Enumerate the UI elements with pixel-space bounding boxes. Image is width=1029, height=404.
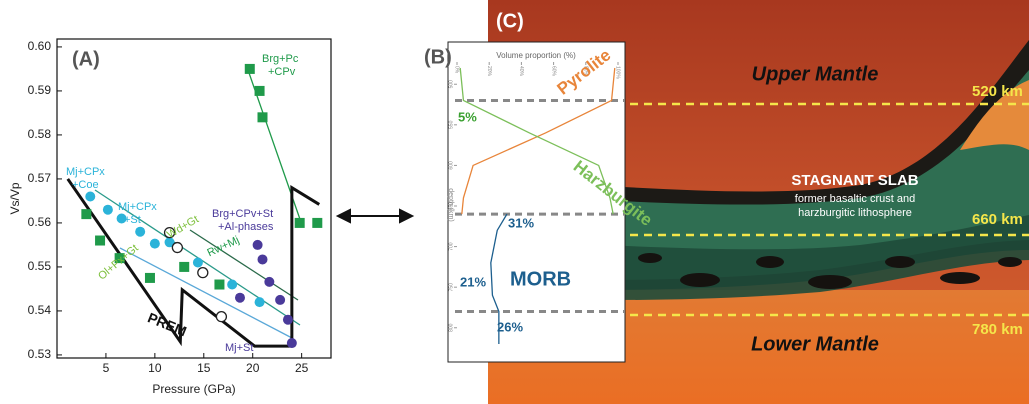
y-tick-label: 0.55 <box>28 259 52 273</box>
blob <box>998 257 1022 267</box>
slab-subtitle: harzburgitic lithosphere <box>798 207 912 219</box>
prop-tick-label: 0% <box>454 66 460 74</box>
depth-tick-label: 600 <box>448 161 454 170</box>
annotation: Brg+CPv+St <box>212 208 273 220</box>
axis-label: Volume proportion (%) <box>496 51 576 60</box>
point <box>135 227 145 237</box>
blob <box>756 256 784 268</box>
y-tick-label: 0.54 <box>28 303 52 317</box>
y-axis-label: Vs/Vp <box>8 182 22 214</box>
prop-tick-label: 100% <box>615 66 621 79</box>
annotation: 21% <box>460 274 486 289</box>
series-label: MORB <box>510 268 571 290</box>
blob <box>885 256 915 268</box>
boundary-label: 520 km <box>972 83 1023 100</box>
depth-tick-label: 550 <box>448 120 454 129</box>
arrow-head <box>338 210 350 222</box>
x-tick-label: 15 <box>197 361 211 375</box>
point <box>198 268 208 278</box>
point <box>255 86 265 96</box>
y-tick-label: 0.57 <box>28 171 52 185</box>
annotation: +Al-phases <box>218 221 274 233</box>
annotation: 31% <box>508 215 534 230</box>
point <box>85 192 95 202</box>
point <box>179 262 189 272</box>
point <box>216 312 226 322</box>
point <box>235 293 245 303</box>
annotation: Mj+CPx <box>66 166 105 178</box>
x-tick-label: 20 <box>246 361 260 375</box>
point <box>214 280 224 290</box>
point <box>295 218 305 228</box>
point <box>287 338 297 348</box>
x-axis-label: Pressure (GPa) <box>152 382 235 396</box>
point <box>312 218 322 228</box>
panel-title: (A) <box>72 48 100 70</box>
double-arrow <box>338 210 412 222</box>
point <box>275 295 285 305</box>
blob <box>638 253 662 263</box>
annotation: 5% <box>458 109 477 124</box>
point <box>103 205 113 215</box>
annotation: 26% <box>497 319 523 334</box>
point <box>193 258 203 268</box>
region-label: Upper Mantle <box>752 63 879 85</box>
region-label: Lower Mantle <box>751 333 879 355</box>
blob <box>680 273 720 287</box>
y-tick-label: 0.58 <box>28 127 52 141</box>
panel-c-title: (C) <box>496 10 524 32</box>
point <box>150 239 160 249</box>
point <box>253 240 263 250</box>
annotation: +St <box>124 214 141 226</box>
y-tick-label: 0.59 <box>28 83 52 97</box>
prop-tick-label: 20% <box>486 66 492 77</box>
annotation: Brg+Pc <box>262 53 299 65</box>
point <box>81 209 91 219</box>
x-tick-label: 5 <box>103 361 110 375</box>
y-tick-label: 0.60 <box>28 39 52 53</box>
point <box>145 273 155 283</box>
annotation: Wd+Gt <box>165 213 201 241</box>
annotation: Rw+Mj <box>205 234 241 259</box>
boundary-label: 660 km <box>972 211 1023 228</box>
annotation: Mj+CPx <box>118 201 157 213</box>
axis-label: depth (km) <box>447 188 454 221</box>
boundary-label: 780 km <box>972 321 1023 338</box>
depth-tick-label: 500 <box>448 80 454 89</box>
point <box>227 280 237 290</box>
x-tick-label: 10 <box>148 361 162 375</box>
x-tick-label: 25 <box>295 361 309 375</box>
y-tick-label: 0.56 <box>28 215 52 229</box>
panel-title: (B) <box>424 46 452 68</box>
point <box>172 243 182 253</box>
point <box>283 315 293 325</box>
annotation: +Coe <box>72 179 99 191</box>
point <box>255 297 265 307</box>
blob <box>808 275 852 289</box>
depth-tick-label: 800 <box>448 323 454 332</box>
y-tick-label: 0.53 <box>28 347 52 361</box>
trend-line <box>190 230 298 300</box>
annotation: Mj+St <box>225 342 253 354</box>
point <box>258 112 268 122</box>
point <box>95 236 105 246</box>
annotation: +CPv <box>268 66 296 78</box>
point <box>258 254 268 264</box>
depth-tick-label: 750 <box>448 283 454 292</box>
plot-frame <box>448 42 625 362</box>
plot-frame <box>57 39 331 358</box>
prop-tick-label: 40% <box>518 66 524 77</box>
slab-subtitle: former basaltic crust and <box>795 193 915 205</box>
slab-title: STAGNANT SLAB <box>791 172 918 189</box>
blob <box>940 272 980 284</box>
depth-tick-label: 700 <box>448 242 454 251</box>
prop-tick-label: 60% <box>550 66 556 77</box>
arrow-head <box>400 210 412 222</box>
point <box>245 64 255 74</box>
figure: (C) Upper Mantle Lower Mantle STAGNANT S… <box>0 0 1029 404</box>
point <box>264 277 274 287</box>
